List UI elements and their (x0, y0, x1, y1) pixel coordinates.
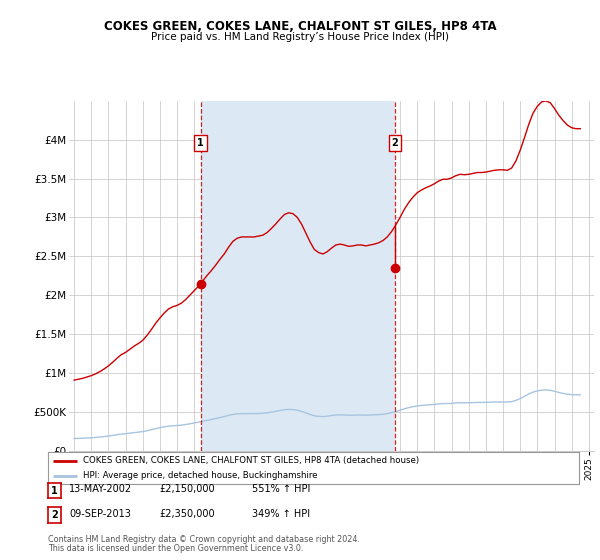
Text: 2: 2 (391, 138, 398, 148)
Bar (200, 101, 395, 451)
Text: 551% ↑ HPI: 551% ↑ HPI (252, 484, 310, 494)
Text: 1: 1 (51, 486, 58, 496)
Text: This data is licensed under the Open Government Licence v3.0.: This data is licensed under the Open Gov… (48, 544, 304, 553)
Text: COKES GREEN, COKES LANE, CHALFONT ST GILES, HP8 4TA (detached house): COKES GREEN, COKES LANE, CHALFONT ST GIL… (83, 456, 419, 465)
Text: 2: 2 (51, 510, 58, 520)
Text: 13-MAY-2002: 13-MAY-2002 (69, 484, 132, 494)
Text: Contains HM Land Registry data © Crown copyright and database right 2024.: Contains HM Land Registry data © Crown c… (48, 535, 360, 544)
Text: £2,150,000: £2,150,000 (159, 484, 215, 494)
Text: 09-SEP-2013: 09-SEP-2013 (69, 509, 131, 519)
Text: HPI: Average price, detached house, Buckinghamshire: HPI: Average price, detached house, Buck… (83, 471, 317, 480)
Text: £2,350,000: £2,350,000 (159, 509, 215, 519)
Text: 349% ↑ HPI: 349% ↑ HPI (252, 509, 310, 519)
Text: 1: 1 (197, 138, 204, 148)
Text: Price paid vs. HM Land Registry’s House Price Index (HPI): Price paid vs. HM Land Registry’s House … (151, 32, 449, 43)
Text: COKES GREEN, COKES LANE, CHALFONT ST GILES, HP8 4TA: COKES GREEN, COKES LANE, CHALFONT ST GIL… (104, 20, 496, 32)
